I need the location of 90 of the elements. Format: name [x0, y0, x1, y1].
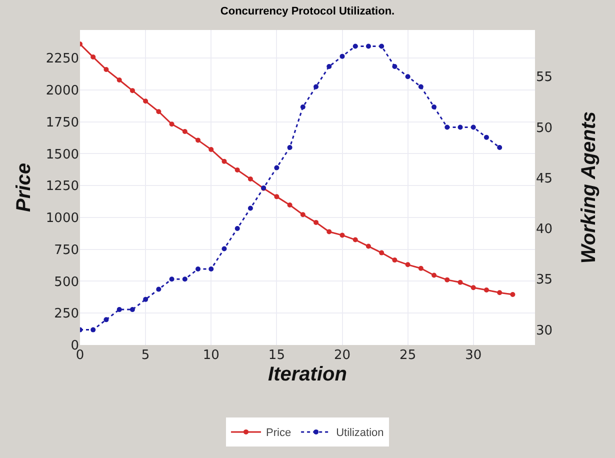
y2-tick-label: 50 — [536, 120, 553, 136]
legend-label: Price — [266, 427, 292, 440]
point — [405, 74, 410, 80]
point — [287, 144, 292, 150]
point — [104, 67, 109, 72]
point — [340, 54, 345, 59]
x-tick-label: 15 — [268, 348, 285, 363]
point — [326, 229, 332, 234]
point — [366, 244, 371, 249]
y2-tick-label: 45 — [536, 171, 553, 186]
point — [405, 262, 410, 268]
point — [352, 237, 358, 242]
point — [497, 144, 502, 150]
point — [182, 276, 188, 282]
point — [340, 232, 345, 238]
point — [418, 84, 424, 90]
point — [208, 147, 214, 152]
y2-tick-label: 30 — [536, 323, 553, 338]
point — [90, 327, 96, 332]
point — [169, 276, 174, 282]
y-tick-label: 1500 — [46, 147, 79, 162]
point — [510, 292, 516, 297]
point — [116, 307, 122, 312]
point — [156, 286, 162, 292]
point — [432, 104, 437, 110]
point — [274, 194, 280, 200]
point — [156, 109, 162, 114]
point — [314, 220, 319, 225]
point — [234, 168, 240, 173]
chart-title: Concurrency Protocol Utilization. — [220, 6, 395, 18]
point — [379, 250, 384, 256]
point — [104, 317, 109, 322]
y-tick-label: 1000 — [46, 211, 79, 226]
y2-tick-label: 40 — [536, 222, 553, 238]
point — [169, 122, 174, 127]
x-tick-label: 5 — [141, 348, 150, 363]
point — [326, 64, 332, 69]
point — [366, 44, 371, 49]
point — [143, 98, 148, 104]
point — [222, 246, 227, 252]
point — [196, 266, 201, 272]
point — [484, 288, 489, 293]
x-tick-label: 25 — [400, 348, 416, 363]
point — [497, 290, 502, 296]
point — [470, 124, 476, 130]
point — [379, 44, 384, 49]
point — [90, 54, 96, 60]
y-tick-label: 500 — [54, 274, 79, 290]
y-tick-label: 1750 — [46, 115, 79, 130]
legend-label: Utilization — [336, 427, 384, 440]
point — [458, 124, 463, 130]
point — [314, 84, 319, 90]
x-tick-label: 20 — [334, 348, 351, 363]
point — [444, 277, 450, 282]
y-tick-label: 250 — [54, 306, 79, 322]
x-tick-label: 10 — [202, 348, 220, 363]
point — [130, 307, 135, 312]
x-tick-label: 30 — [465, 348, 482, 363]
point — [432, 272, 437, 278]
y-tick-label: 2250 — [46, 52, 79, 67]
point — [248, 206, 253, 211]
point — [222, 158, 227, 164]
point — [458, 280, 463, 285]
point — [484, 134, 489, 140]
y-tick-label: 1250 — [46, 179, 79, 194]
point — [300, 104, 306, 110]
y-tick-label: 2000 — [46, 83, 79, 98]
point — [116, 77, 122, 82]
y2-tick-label: 55 — [536, 70, 553, 86]
point — [392, 258, 398, 263]
point — [130, 88, 135, 94]
point — [234, 226, 240, 232]
point — [274, 165, 280, 170]
point — [287, 202, 292, 208]
point — [248, 176, 253, 182]
point — [196, 138, 201, 143]
y-tick-label: 750 — [54, 242, 79, 258]
x-axis-title: Iteration — [268, 364, 347, 386]
point — [143, 296, 148, 302]
point — [470, 285, 476, 290]
point — [182, 129, 188, 134]
point — [392, 64, 398, 69]
point — [300, 212, 306, 218]
point — [352, 44, 358, 49]
y2-tick-label: 35 — [536, 272, 553, 288]
point — [208, 266, 214, 272]
y2-axis-title: Working Agents — [578, 111, 600, 264]
point — [418, 266, 424, 271]
y-axis-title: Price — [13, 163, 35, 212]
point — [444, 124, 450, 130]
